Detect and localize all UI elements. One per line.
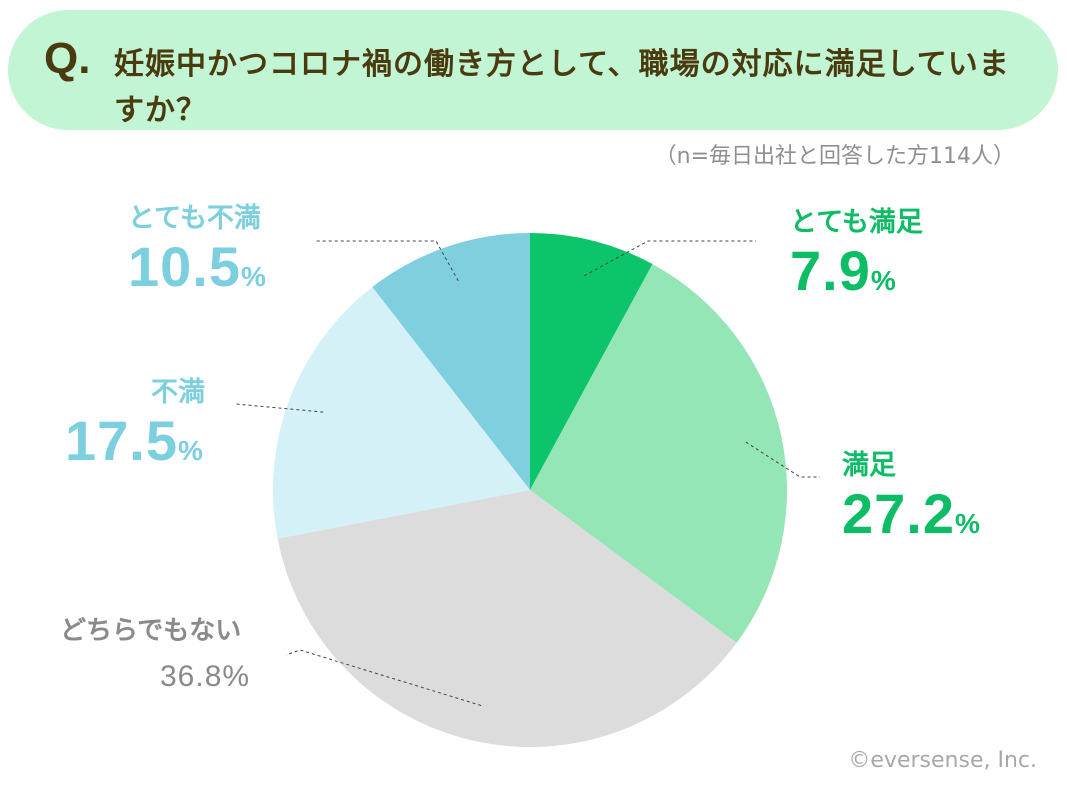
- leader-line: [285, 649, 482, 706]
- label-satisfied: 満足 27.2%: [842, 443, 981, 556]
- leader-line: [235, 403, 324, 413]
- leader-line: [584, 240, 756, 277]
- slice-name: 満足: [842, 450, 896, 481]
- label-very-satisfied: とても満足 7.9%: [790, 200, 923, 313]
- question-mark: Q.: [44, 34, 91, 83]
- label-very-dissatisfied: とても不満 10.5%: [128, 196, 267, 309]
- slice-value: 10.5%: [128, 235, 267, 298]
- slice-name: どちらでもない: [60, 616, 242, 646]
- slice-dissatisfied: [273, 287, 530, 539]
- slice-name: とても満足: [790, 207, 923, 238]
- sample-size-note: （n=毎日出社と回答した方114人）: [654, 144, 1015, 169]
- leader-lines: [235, 240, 820, 706]
- question-text: 妊娠中かつコロナ禍の働き方として、職場の対応に満足していますか？: [114, 47, 1010, 128]
- pie-slices: [273, 233, 788, 747]
- slice-neutral: [277, 490, 737, 747]
- slice-value: 17.5%: [65, 409, 204, 472]
- slice-value: 36.8%: [160, 660, 251, 693]
- slice-name: とても不満: [128, 203, 261, 234]
- leader-line: [314, 240, 459, 282]
- label-neutral: どちらでもない 36.8%: [60, 610, 250, 707]
- question-banner: Q. 妊娠中かつコロナ禍の働き方として、職場の対応に満足していますか？: [8, 10, 1058, 130]
- slice-very-satisfied: [530, 233, 653, 490]
- slice-name: 不満: [151, 377, 205, 408]
- slice-satisfied: [530, 264, 788, 643]
- slice-value: 27.2%: [842, 482, 981, 545]
- copyright: ©eversense, Inc.: [848, 748, 1037, 773]
- slice-value: 7.9%: [790, 239, 897, 302]
- slice-very-dissatisfied: [372, 233, 530, 490]
- label-dissatisfied: 不満 17.5%: [65, 370, 205, 483]
